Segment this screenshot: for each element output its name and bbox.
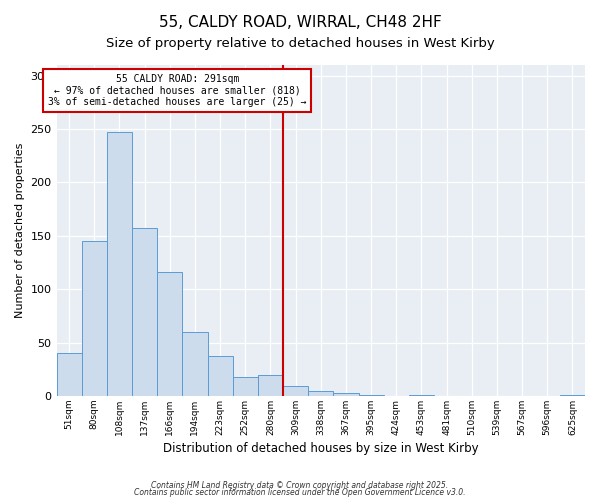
Bar xyxy=(82,241,107,396)
X-axis label: Distribution of detached houses by size in West Kirby: Distribution of detached houses by size … xyxy=(163,442,479,455)
Bar xyxy=(359,395,383,396)
Text: 55 CALDY ROAD: 291sqm
← 97% of detached houses are smaller (818)
3% of semi-deta: 55 CALDY ROAD: 291sqm ← 97% of detached … xyxy=(48,74,307,106)
Bar xyxy=(258,374,283,396)
Bar xyxy=(334,392,359,396)
Text: Contains HM Land Registry data © Crown copyright and database right 2025.: Contains HM Land Registry data © Crown c… xyxy=(151,480,449,490)
Text: Contains public sector information licensed under the Open Government Licence v3: Contains public sector information licen… xyxy=(134,488,466,497)
Bar xyxy=(560,395,585,396)
Bar xyxy=(157,272,182,396)
Bar xyxy=(132,228,157,396)
Bar xyxy=(208,356,233,396)
Y-axis label: Number of detached properties: Number of detached properties xyxy=(15,143,25,318)
Bar xyxy=(283,386,308,396)
Bar xyxy=(107,132,132,396)
Bar xyxy=(233,376,258,396)
Text: 55, CALDY ROAD, WIRRAL, CH48 2HF: 55, CALDY ROAD, WIRRAL, CH48 2HF xyxy=(158,15,442,30)
Bar xyxy=(409,395,434,396)
Text: Size of property relative to detached houses in West Kirby: Size of property relative to detached ho… xyxy=(106,38,494,51)
Bar xyxy=(56,353,82,396)
Bar xyxy=(308,390,334,396)
Bar xyxy=(182,332,208,396)
